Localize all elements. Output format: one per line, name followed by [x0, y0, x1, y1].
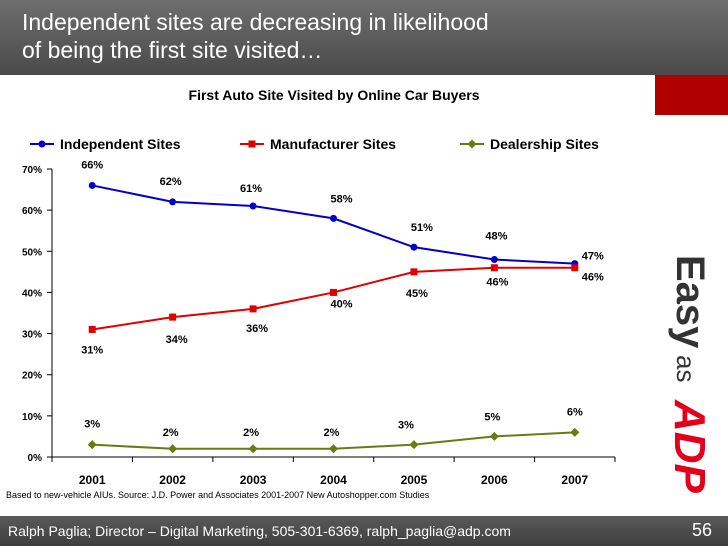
logo-text-easy: Easy — [668, 255, 712, 349]
data-label-s0-5: 48% — [485, 231, 507, 243]
data-point-s1-2 — [249, 305, 257, 313]
x-tick-label-2: 2003 — [240, 473, 267, 487]
x-tick-label-1: 2002 — [159, 473, 186, 487]
data-point-s2-6 — [570, 427, 580, 437]
footer-bar: Ralph Paglia; Director – Digital Marketi… — [0, 516, 728, 546]
y-tick-label-3: 30% — [22, 330, 42, 341]
data-label-s2-6: 6% — [567, 406, 583, 418]
y-tick-label-0: 0% — [28, 453, 43, 464]
page-number: 56 — [691, 520, 712, 540]
legend-marker-1 — [248, 140, 256, 148]
data-point-s2-0 — [87, 440, 97, 450]
y-tick-label-4: 40% — [22, 288, 42, 299]
chart-title: First Auto Site Visited by Online Car Bu… — [189, 87, 480, 103]
legend-label-1: Manufacturer Sites — [270, 136, 396, 152]
data-label-s2-3: 2% — [324, 427, 340, 439]
slide-title: Independent sites are decreasing in like… — [22, 8, 662, 64]
data-point-s0-4 — [410, 243, 418, 251]
x-tick-label-4: 2005 — [401, 473, 428, 487]
data-point-s2-1 — [168, 444, 178, 454]
data-label-s2-5: 5% — [484, 411, 500, 423]
data-point-s0-0 — [88, 181, 96, 189]
data-label-s2-1: 2% — [163, 427, 179, 439]
data-label-s0-2: 61% — [240, 183, 262, 195]
data-label-s0-6: 47% — [582, 251, 604, 263]
data-point-s2-4 — [409, 440, 419, 450]
data-point-s2-3 — [329, 444, 338, 454]
y-tick-label-1: 10% — [22, 412, 42, 423]
data-label-s1-0: 31% — [81, 344, 103, 356]
line-chart: First Auto Site Visited by Online Car Bu… — [22, 87, 616, 487]
data-point-s1-3 — [330, 288, 337, 296]
legend-label-0: Independent Sites — [60, 136, 181, 152]
data-label-s2-2: 2% — [243, 427, 259, 439]
data-point-s0-2 — [249, 202, 257, 210]
data-label-s2-0: 3% — [84, 419, 100, 431]
legend-marker-2 — [467, 139, 477, 149]
y-tick-label-7: 70% — [22, 165, 42, 176]
logo-strip — [655, 75, 728, 115]
data-point-s0-5 — [490, 256, 498, 264]
data-point-s2-5 — [489, 431, 499, 441]
data-label-s0-3: 58% — [330, 193, 352, 205]
chart-area: First Auto Site Visited by Online Car Bu… — [0, 75, 655, 515]
y-tick-label-5: 50% — [22, 247, 42, 258]
logo-text-adp: ADP — [665, 399, 714, 494]
data-label-s1-6: 46% — [582, 272, 604, 284]
data-label-s0-1: 62% — [160, 176, 182, 188]
source-footnote: Based to new-vehicle AIUs. Source: J.D. … — [6, 490, 430, 500]
data-point-s0-1 — [169, 198, 177, 206]
x-tick-label-6: 2007 — [561, 473, 588, 487]
header-bar: Independent sites are decreasing in like… — [0, 0, 728, 75]
legend-label-2: Dealership Sites — [490, 136, 599, 152]
footer-contact: Ralph Paglia; Director – Digital Marketi… — [8, 523, 511, 539]
data-point-s1-0 — [88, 325, 96, 333]
data-label-s1-5: 46% — [486, 277, 508, 289]
data-point-s1-5 — [490, 264, 498, 272]
data-label-s1-1: 34% — [166, 334, 188, 346]
y-tick-label-2: 20% — [22, 371, 42, 382]
logo-band — [655, 75, 728, 515]
slide-title-line2: of being the first site visited… — [22, 37, 323, 63]
x-tick-label-0: 2001 — [79, 473, 106, 487]
data-point-s1-6 — [571, 264, 579, 272]
adp-logo: Easy as ADP — [665, 255, 714, 494]
data-point-s1-4 — [410, 268, 418, 276]
slide-title-line1: Independent sites are decreasing in like… — [22, 9, 489, 35]
data-point-s1-1 — [169, 313, 177, 321]
x-tick-label-3: 2004 — [320, 473, 347, 487]
data-label-s1-4: 45% — [406, 288, 428, 300]
logo-text-as: as — [671, 355, 701, 382]
data-label-s2-4: 3% — [398, 420, 414, 432]
legend-marker-0 — [38, 140, 46, 148]
y-tick-label-6: 60% — [22, 206, 42, 217]
data-point-s2-2 — [248, 444, 258, 454]
data-label-s0-4: 51% — [411, 222, 433, 234]
data-label-s1-2: 36% — [246, 323, 268, 335]
x-tick-label-5: 2006 — [481, 473, 508, 487]
data-label-s1-3: 40% — [330, 298, 352, 310]
data-point-s0-3 — [330, 214, 337, 222]
data-label-s0-0: 66% — [81, 159, 103, 171]
